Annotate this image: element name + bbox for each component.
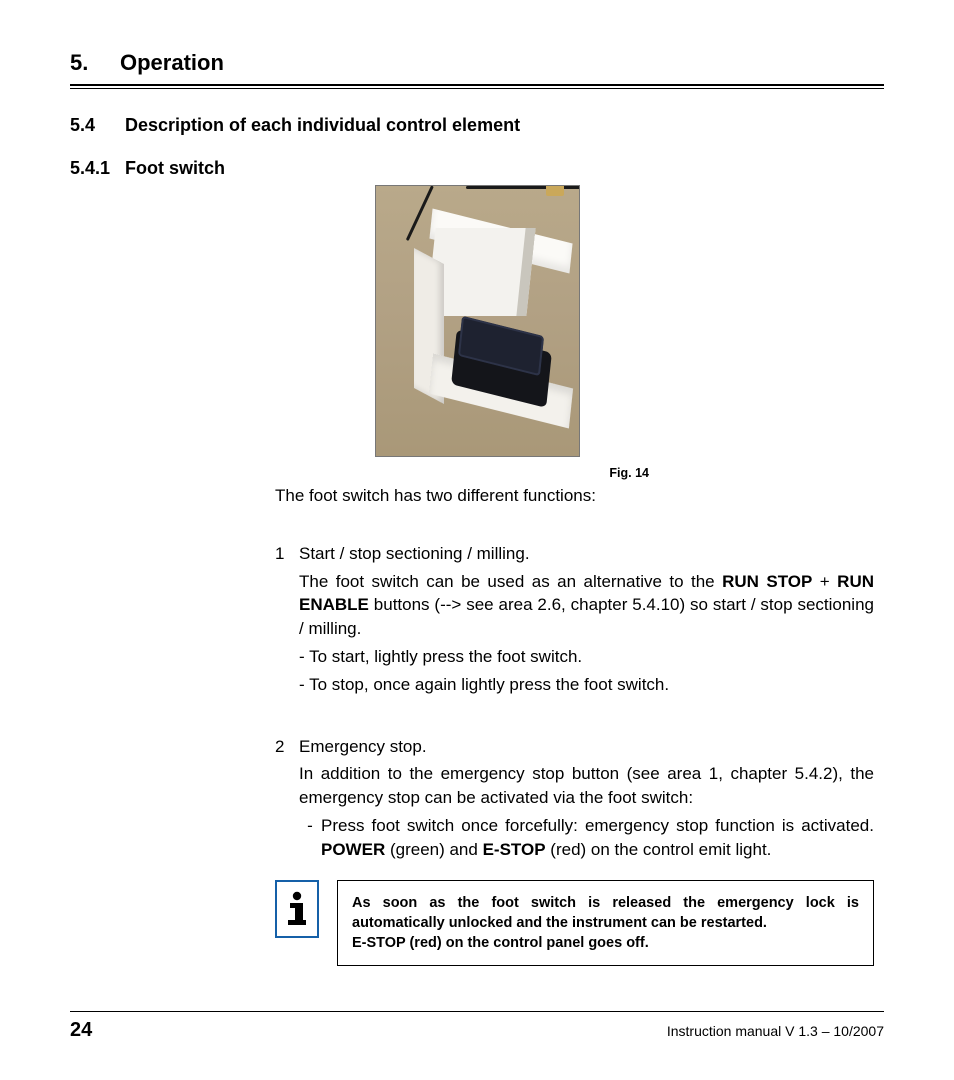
chapter-title: Operation — [120, 50, 224, 76]
section-heading: 5.4 Description of each individual contr… — [70, 115, 884, 136]
manual-page: 5. Operation 5.4 Description of each ind… — [0, 0, 954, 1080]
figure-container — [70, 185, 884, 462]
item1-head: Start / stop sectioning / milling. — [299, 542, 874, 566]
list-number: 2 — [275, 735, 299, 862]
item2-paragraph: In addition to the emergency stop button… — [299, 762, 874, 810]
chapter-number: 5. — [70, 50, 120, 76]
footer-text: Instruction manual V 1.3 – 10/2007 — [667, 1023, 884, 1039]
item1-dash2: - To stop, once again lightly press the … — [299, 673, 874, 697]
item1-paragraph: The foot switch can be used as an altern… — [299, 570, 874, 641]
estop-label: E-STOP — [483, 840, 546, 859]
function-list: 1 Start / stop sectioning / milling. The… — [275, 542, 874, 862]
list-body: Emergency stop. In addition to the emerg… — [299, 735, 874, 862]
page-number: 24 — [70, 1019, 92, 1042]
intro-text: The foot switch has two different functi… — [275, 484, 874, 508]
header-rule — [70, 84, 884, 89]
note-line-1: As soon as the foot switch is released t… — [352, 893, 859, 934]
subsection-number: 5.4.1 — [70, 158, 125, 179]
figure-caption: Fig. 14 — [70, 466, 884, 480]
list-number: 1 — [275, 542, 299, 701]
note-line-2: E-STOP (red) on the control panel goes o… — [352, 933, 859, 953]
subsection-title: Foot switch — [125, 158, 225, 179]
item1-dash1: - To start, lightly press the foot switc… — [299, 645, 874, 669]
list-item-2: 2 Emergency stop. In addition to the eme… — [275, 735, 874, 862]
dash-bullet: - — [299, 814, 321, 862]
info-icon — [275, 880, 319, 938]
figure-foot-switch — [375, 185, 580, 457]
info-note: As soon as the foot switch is released t… — [275, 880, 874, 967]
run-stop-label: RUN STOP — [722, 572, 812, 591]
item2-head: Emergency stop. — [299, 735, 874, 759]
item2-dash1-body: Press foot switch once forcefully: emerg… — [321, 814, 874, 862]
page-footer: 24 Instruction manual V 1.3 – 10/2007 — [70, 1019, 884, 1042]
list-body: Start / stop sectioning / milling. The f… — [299, 542, 874, 701]
info-note-text: As soon as the foot switch is released t… — [337, 880, 874, 967]
subsection-heading: 5.4.1 Foot switch — [70, 158, 884, 179]
list-item-1: 1 Start / stop sectioning / milling. The… — [275, 542, 874, 701]
power-label: POWER — [321, 840, 385, 859]
section-number: 5.4 — [70, 115, 125, 136]
footer-rule — [70, 1011, 884, 1012]
item2-dash1: - Press foot switch once forcefully: eme… — [299, 814, 874, 862]
section-title: Description of each individual control e… — [125, 115, 520, 136]
chapter-heading: 5. Operation — [70, 50, 884, 76]
body-text: The foot switch has two different functi… — [275, 484, 874, 862]
